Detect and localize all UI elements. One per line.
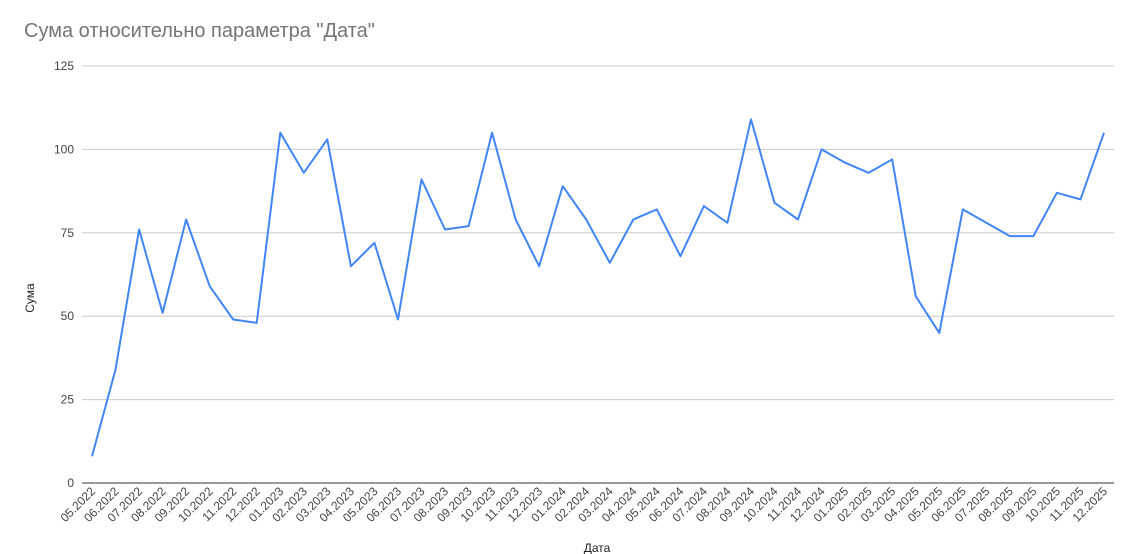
- y-tick-label: 125: [54, 59, 74, 73]
- x-axis-title: Дата: [584, 541, 611, 554]
- y-tick-label: 50: [61, 309, 75, 323]
- x-axis-ticks: 05.202206.202207.202208.202209.202210.20…: [58, 484, 1111, 525]
- chart-title: Сума относительно параметра "Дата": [24, 20, 375, 42]
- y-tick-label: 25: [61, 393, 75, 407]
- gridlines: [82, 65, 1114, 484]
- y-tick-label: 100: [54, 142, 74, 156]
- y-axis-ticks: 0 25 50 75 100 125: [54, 59, 74, 490]
- y-tick-label: 75: [61, 226, 75, 240]
- series-line: [91, 118, 1105, 457]
- y-axis-title: Сума: [23, 283, 37, 313]
- y-tick-label: 0: [67, 476, 74, 490]
- series-layer: [91, 118, 1105, 457]
